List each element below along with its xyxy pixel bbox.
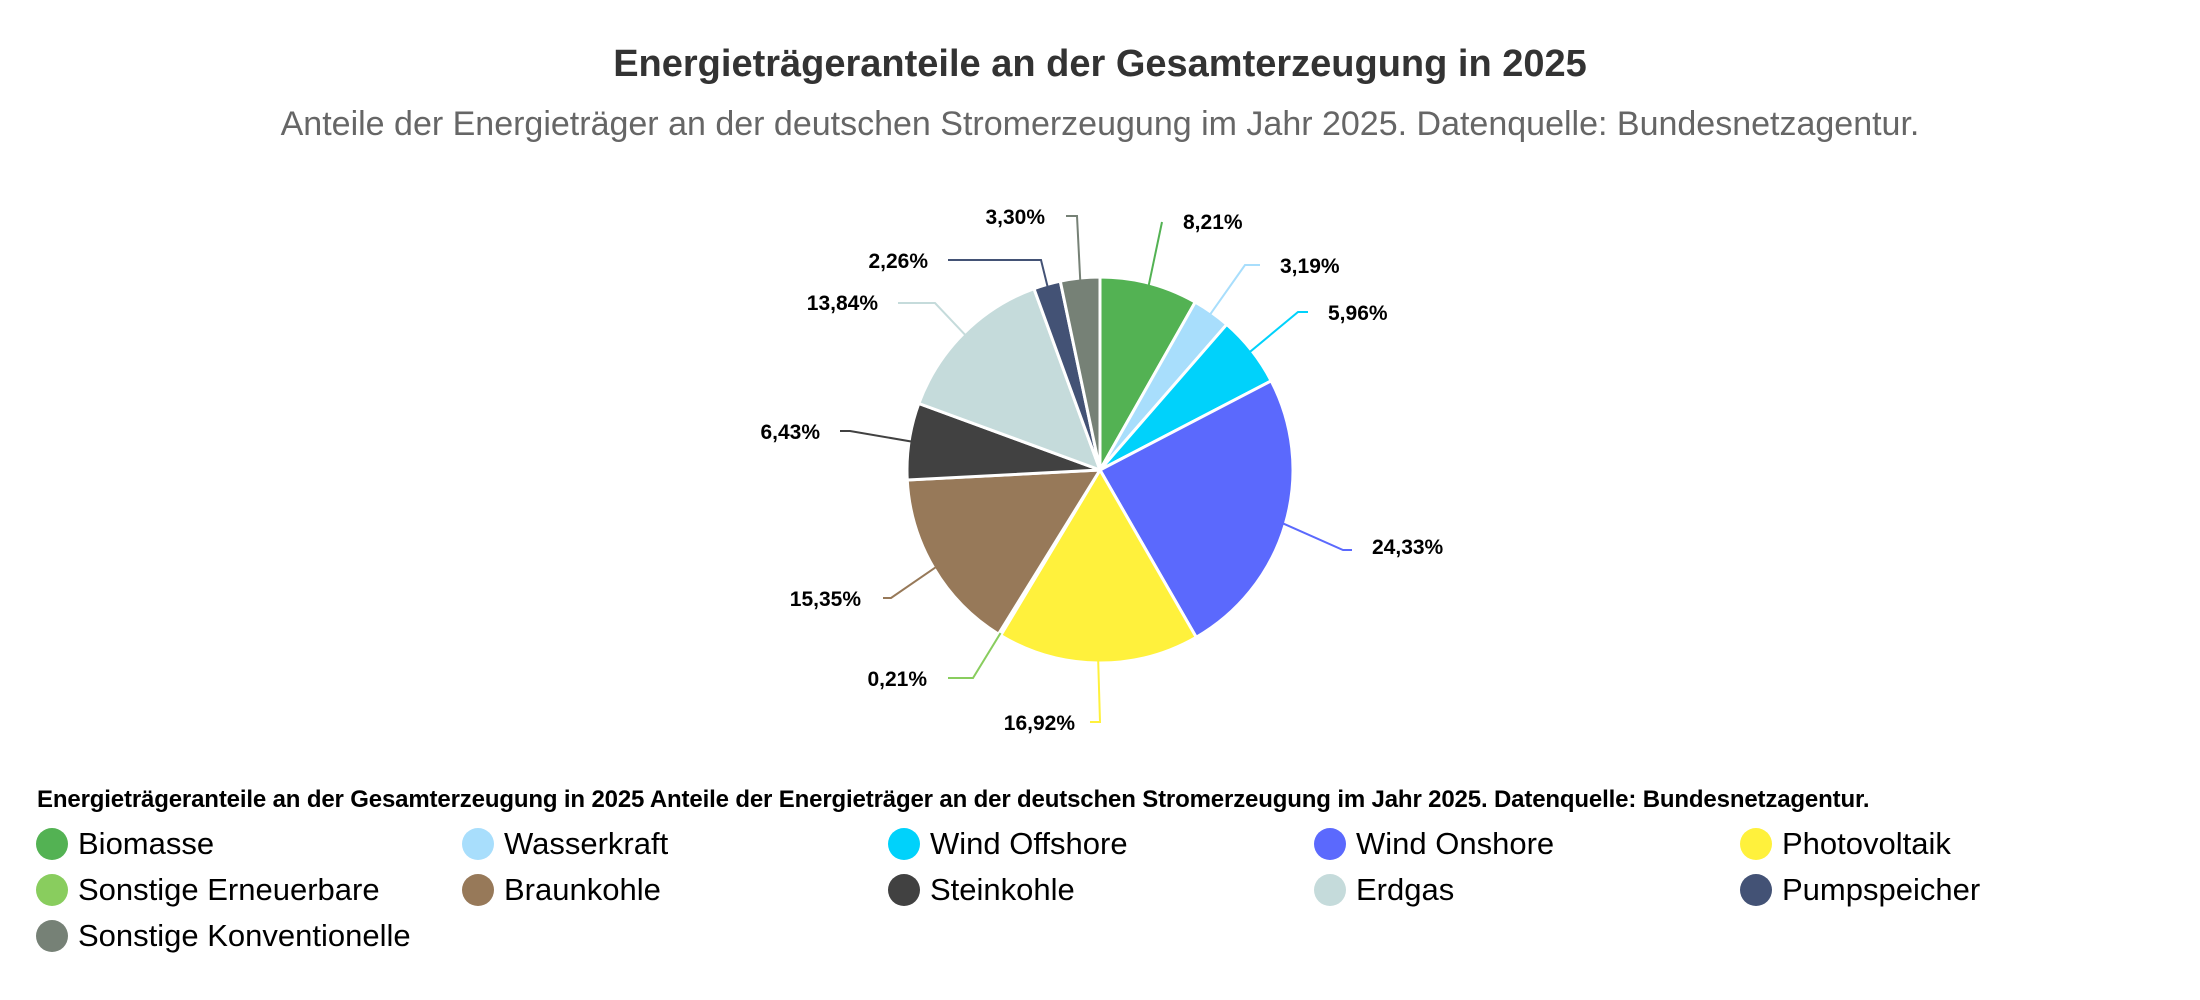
connector-line	[1066, 215, 1082, 281]
connector-line	[1209, 264, 1260, 315]
connector-line	[1282, 522, 1352, 551]
legend-marker-icon	[1314, 874, 1346, 906]
legend-label: Pumpspeicher	[1782, 872, 1981, 907]
legend-label: Sonstige Erneuerbare	[78, 872, 380, 907]
legend-marker-icon	[1740, 828, 1772, 860]
data-label: 15,35%	[790, 588, 862, 611]
legend-label: Steinkohle	[930, 872, 1075, 907]
chart-title: Energieträgeranteile an der Gesamterzeug…	[613, 43, 1587, 85]
data-label: 16,92%	[1004, 712, 1076, 735]
legend-label: Wasserkraft	[504, 826, 669, 861]
data-label: 8,21%	[1183, 211, 1243, 234]
connector-line	[1249, 311, 1308, 353]
legend-item-sonstige-konventionelle[interactable]: Sonstige Konventionelle	[36, 918, 411, 954]
data-label: 24,33%	[1372, 536, 1444, 559]
connector-line	[840, 430, 912, 443]
legend-item-wind-onshore[interactable]: Wind Onshore	[1314, 826, 1554, 862]
legend-label: Wind Offshore	[930, 826, 1128, 861]
legend-item-biomasse[interactable]: Biomasse	[36, 826, 214, 862]
data-label: 3,30%	[985, 206, 1045, 229]
legend-marker-icon	[1314, 828, 1346, 860]
label-connectors	[840, 215, 1352, 723]
connector-line	[948, 632, 1002, 679]
legend-item-braunkohle[interactable]: Braunkohle	[462, 872, 661, 908]
connector-line	[1090, 660, 1102, 723]
legend-marker-icon	[462, 828, 494, 860]
pie-chart: 8,21% 3,19% 5,96% 24,33% 16,92% 0,21% 15,35% 6,…	[760, 206, 1443, 735]
legend-marker-icon	[36, 828, 68, 860]
legend-label: Erdgas	[1356, 872, 1455, 907]
legend-label: Photovoltaik	[1782, 826, 1951, 861]
legend-marker-icon	[462, 874, 494, 906]
legend-item-pumpspeicher[interactable]: Pumpspeicher	[1740, 872, 1980, 908]
data-label: 5,96%	[1328, 302, 1388, 325]
connector-line	[898, 302, 966, 336]
legend-label: Wind Onshore	[1356, 826, 1555, 861]
legend-item-photovoltaik[interactable]: Photovoltaik	[1740, 826, 1951, 862]
legend-marker-icon	[36, 874, 68, 906]
legend-marker-icon	[1740, 874, 1772, 906]
chart-subtitle: Anteile der Energieträger an der deutsch…	[280, 105, 1920, 143]
data-label: 2,26%	[868, 250, 928, 273]
connector-line	[1147, 221, 1163, 286]
data-labels: 8,21% 3,19% 5,96% 24,33% 16,92% 0,21% 15,35% 6,…	[760, 206, 1443, 735]
data-label: 3,19%	[1280, 255, 1340, 278]
legend-marker-icon	[36, 920, 68, 952]
legend-label: Sonstige Konventionelle	[78, 918, 411, 953]
legend-label: Braunkohle	[504, 872, 661, 907]
legend-item-wasserkraft[interactable]: Wasserkraft	[462, 826, 668, 862]
legend-item-steinkohle[interactable]: Steinkohle	[888, 872, 1075, 908]
legend-marker-icon	[888, 874, 920, 906]
connector-line	[883, 566, 937, 599]
legend-title: Energieträgeranteile an der Gesamterzeug…	[37, 786, 1870, 813]
data-label: 6,43%	[760, 421, 820, 444]
legend-marker-icon	[888, 828, 920, 860]
data-label: 0,21%	[867, 668, 927, 691]
data-label: 13,84%	[807, 292, 879, 315]
connector-line	[948, 259, 1049, 287]
legend-item-erdgas[interactable]: Erdgas	[1314, 872, 1454, 908]
legend-label: Biomasse	[78, 826, 215, 861]
legend-item-sonstige-erneuerbare[interactable]: Sonstige Erneuerbare	[36, 872, 380, 908]
legend-item-wind-offshore[interactable]: Wind Offshore	[888, 826, 1128, 862]
